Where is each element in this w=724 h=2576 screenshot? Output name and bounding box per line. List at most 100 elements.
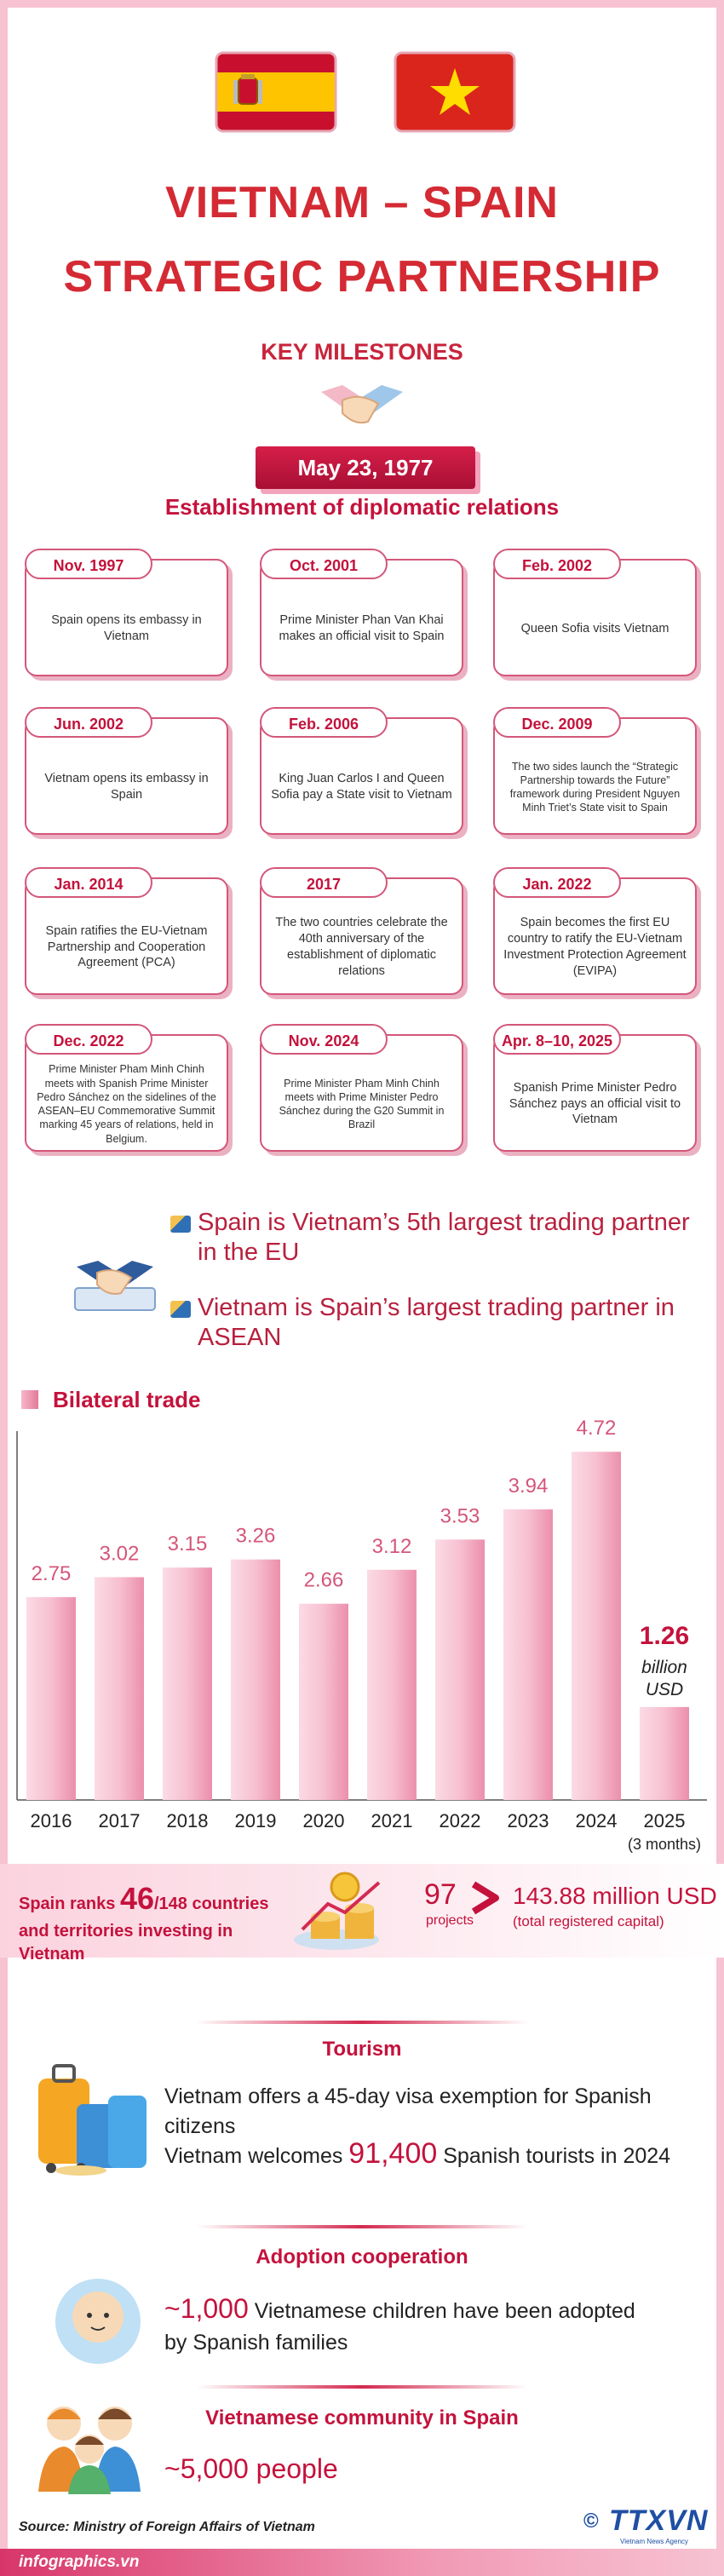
x-tick-label: 2017 xyxy=(99,1810,141,1831)
milestone-date: Nov. 1997 xyxy=(25,549,152,579)
arrow xyxy=(471,1881,499,1915)
founding-event: Establishment of diplomatic relations xyxy=(164,494,560,520)
unit-label: billion USD xyxy=(641,1658,687,1699)
copyright: © xyxy=(583,2510,599,2533)
data-label: 3.12 xyxy=(372,1535,412,1558)
bar xyxy=(299,1603,348,1800)
milestone-card: Nov. 2024 Prime Minister Pham Minh Chinh … xyxy=(260,1024,463,1152)
milestone-card: Oct. 2001 Prime Minister Phan Van Khai ma… xyxy=(260,549,463,676)
milestone-date: Dec. 2022 xyxy=(25,1024,152,1055)
data-label: 1.26 xyxy=(640,1622,689,1650)
unit-label-line: USD xyxy=(646,1680,683,1699)
trade-fact: Spain is Vietnam’s 5th largest trading p… xyxy=(198,1209,690,1266)
x-tick-label: 2020 xyxy=(303,1810,345,1831)
milestone-text: Vietnam opens its embassy in Spain xyxy=(44,772,209,802)
founding-date: May 23, 1977 xyxy=(256,446,475,489)
adoption-number: ~1,000 xyxy=(164,2293,249,2324)
milestone-card: Dec. 2009 The two sides launch the “Strat… xyxy=(493,707,697,835)
capital-label: (total registered capital) xyxy=(513,1913,664,1929)
handshake-icon xyxy=(321,385,403,424)
bar xyxy=(95,1577,144,1800)
family-icon xyxy=(38,2406,141,2494)
text: Vietnamese children have been adopted by… xyxy=(164,2299,635,2355)
milestone-card: Dec. 2022 Prime Minister Pham Minh Chinh … xyxy=(25,1024,228,1152)
milestone-card: 2017 The two countries celebrate the 40th… xyxy=(260,867,463,995)
milestone-date: Feb. 2002 xyxy=(493,549,621,579)
text: /148 countries and territories investing… xyxy=(19,1895,269,1964)
projects-label: projects xyxy=(426,1913,474,1928)
milestone-text: Prime Minister Pham Minh Chinh meets wit… xyxy=(37,1063,216,1145)
projects-number: 97 xyxy=(424,1878,457,1911)
milestone-text: Spanish Prime Minister Pedro Sánchez pay… xyxy=(509,1080,681,1127)
data-label: 3.94 xyxy=(509,1475,549,1498)
milestone-text: Spain becomes the first EU country to ra… xyxy=(503,916,687,978)
visitors-number: 91,400 xyxy=(348,2137,438,2170)
title-line: VIETNAM – SPAIN xyxy=(165,178,559,227)
data-label: 3.02 xyxy=(100,1542,140,1565)
vietnam-flag xyxy=(394,51,516,133)
milestone-date: Apr. 8–10, 2025 xyxy=(493,1024,621,1055)
x-tick-note: (3 months) xyxy=(628,1836,701,1853)
luggage-icon xyxy=(38,2064,147,2176)
adoption-fact: ~1,000 Vietnamese children have been ado… xyxy=(164,2290,641,2358)
milestone-date: Jan. 2014 xyxy=(25,867,152,898)
section-heading: Tourism xyxy=(322,2038,402,2061)
milestone-text: Spain opens its embassy in Vietnam xyxy=(51,613,202,643)
x-tick-label: 2018 xyxy=(167,1810,209,1831)
x-tick-label: 2024 xyxy=(576,1810,618,1831)
x-tick-label: 2022 xyxy=(440,1810,481,1831)
subtitle: KEY MILESTONES xyxy=(261,339,463,365)
chart-title: Bilateral trade xyxy=(53,1387,201,1412)
bar xyxy=(640,1706,689,1800)
data-label: 4.72 xyxy=(577,1417,617,1440)
footer-band xyxy=(0,2549,724,2576)
investment-rank: Spain ranks 46/148 countries and territo… xyxy=(19,1878,300,1966)
divider xyxy=(196,2225,528,2228)
bullet xyxy=(170,1216,191,1233)
data-label: 3.53 xyxy=(440,1504,480,1527)
milestone-text: The two sides launch the “Strategic Part… xyxy=(509,760,681,814)
tourism-fact: Vietnam offers a 45-day visa exemption f… xyxy=(164,2084,652,2138)
x-tick-label: 2021 xyxy=(371,1810,413,1831)
milestone-date: Jan. 2022 xyxy=(493,867,621,898)
milestone-card: Apr. 8–10, 2025 Spanish Prime Minister Pe… xyxy=(493,1024,697,1152)
section-heading: Adoption cooperation xyxy=(256,2245,468,2268)
trade-icon xyxy=(74,1261,156,1311)
bar xyxy=(163,1567,212,1800)
milestone-text: Prime Minister Phan Van Khai makes an of… xyxy=(279,613,445,643)
rank-number: 46 xyxy=(119,1881,154,1916)
text: Spain ranks xyxy=(19,1895,120,1913)
chart: 2016 2.75 2017 3.02 2018 3.15 2019 3.26 2020 2.66… xyxy=(16,1417,707,1853)
milestone-card: Jun. 2002 Vietnam opens its embassy in Sp… xyxy=(25,707,228,835)
divider xyxy=(196,2385,528,2389)
logo: TTXVN xyxy=(609,2504,709,2537)
milestone-card: Nov. 1997 Spain opens its embassy in Viet… xyxy=(25,549,228,676)
trade-fact: Vietnam is Spain’s largest trading partn… xyxy=(198,1294,675,1351)
milestone-date: Oct. 2001 xyxy=(260,549,388,579)
tourism-fact: Vietnam welcomes 91,400 Spanish tourists… xyxy=(164,2134,670,2175)
site: infographics.vn xyxy=(19,2553,140,2571)
milestone-text: Queen Sofia visits Vietnam xyxy=(520,621,669,635)
source: Source: Ministry of Foreign Affairs of V… xyxy=(19,2520,315,2534)
text: Spanish tourists in 2024 xyxy=(437,2144,671,2168)
title-line: STRATEGIC PARTNERSHIP xyxy=(63,252,661,302)
logo-sub: Vietnam News Agency xyxy=(620,2538,688,2545)
data-label: 2.75 xyxy=(32,1562,72,1585)
x-tick-label: 2025 xyxy=(644,1810,686,1831)
coins-icon xyxy=(294,1872,381,1950)
bullet xyxy=(170,1301,191,1318)
bar xyxy=(26,1596,76,1800)
bar xyxy=(572,1452,621,1800)
x-tick-label: 2019 xyxy=(235,1810,277,1831)
milestone-text: Spain ratifies the EU-Vietnam Partnershi… xyxy=(45,923,208,970)
milestone-date: Dec. 2009 xyxy=(493,707,621,738)
bar xyxy=(231,1559,280,1800)
milestone-card: Jan. 2014 Spain ratifies the EU-Vietnam P… xyxy=(25,867,228,995)
milestone-text: The two countries celebrate the 40th ann… xyxy=(275,916,448,978)
x-tick-label: 2023 xyxy=(508,1810,549,1831)
milestone-date: Feb. 2006 xyxy=(260,707,388,738)
baby-icon xyxy=(55,2279,141,2364)
legend-swatch xyxy=(21,1390,38,1409)
milestone-card: Feb. 2006 King Juan Carlos I and Queen So… xyxy=(260,707,463,835)
milestone-text: Prime Minister Pham Minh Chinh meets wit… xyxy=(279,1077,445,1131)
